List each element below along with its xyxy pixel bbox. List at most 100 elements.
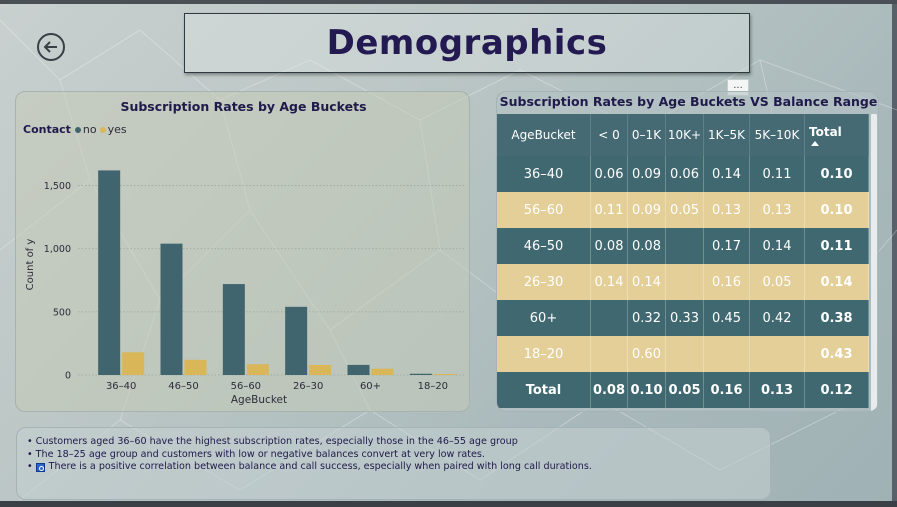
table-cell-value	[591, 336, 628, 372]
table-row[interactable]: 26–30 0.14 0.14 0.16 0.05 0.14	[497, 264, 869, 300]
table-header-1k-5k[interactable]: 1K–5K	[704, 114, 750, 156]
note-item: • The 18–25 age group and customers with …	[27, 448, 485, 460]
table-cell-agebucket: 60+	[497, 300, 591, 336]
bar-yes[interactable]	[309, 364, 332, 375]
table-cell-value: 0.09	[628, 192, 666, 228]
table-cell-value: 0.11	[750, 156, 805, 192]
table-cell-value: 0.14	[805, 264, 869, 300]
table-scrollbar-thumb[interactable]	[871, 114, 877, 411]
bar-yes[interactable]	[246, 364, 269, 375]
table-cell-agebucket: 18–20	[497, 336, 591, 372]
table-total-value: 0.10	[628, 372, 666, 408]
table-total-row[interactable]: Total 0.08 0.10 0.05 0.16 0.13 0.12	[497, 372, 869, 408]
info-icon	[35, 462, 45, 472]
balance-table-card: Subscription Rates by Age Buckets VS Bal…	[496, 91, 879, 412]
table-cell-agebucket: 56–60	[497, 192, 591, 228]
table-row[interactable]: 56–60 0.11 0.09 0.05 0.13 0.13 0.10	[497, 192, 869, 228]
table-header-total-label: Total	[809, 124, 842, 139]
table-cell-value: 0.43	[805, 336, 869, 372]
table-cell-value: 0.14	[628, 264, 666, 300]
table-cell-value	[666, 336, 704, 372]
table-cell-value: 0.13	[704, 192, 750, 228]
table-cell-value	[666, 228, 704, 264]
table-cell-agebucket: 46–50	[497, 228, 591, 264]
y-axis-label: Count of y	[25, 239, 36, 291]
table-cell-value: 0.14	[704, 156, 750, 192]
note-item: • There is a positive correlation between…	[27, 461, 592, 472]
table-total-value: 0.08	[591, 372, 628, 408]
table-cell-value: 0.11	[591, 192, 628, 228]
legend-title: Contact	[23, 123, 71, 136]
note-item: • Customers aged 36–60 have the highest s…	[27, 436, 518, 447]
table-cell-value: 0.14	[750, 228, 805, 264]
table-header-0-1k[interactable]: 0–1K	[628, 114, 666, 156]
x-tick-label: 60+	[360, 381, 381, 392]
bar-yes[interactable]	[371, 368, 394, 375]
insights-notes-card: • Customers aged 36–60 have the highest s…	[16, 427, 771, 500]
table-cell-value: 0.42	[750, 300, 805, 336]
table-cell-value	[591, 300, 628, 336]
x-axis-label: AgeBucket	[231, 394, 287, 406]
table-cell-value: 0.08	[591, 228, 628, 264]
table-row[interactable]: 60+ 0.32 0.33 0.45 0.42 0.38	[497, 300, 869, 336]
legend-item-no[interactable]: no	[74, 123, 97, 136]
bar-no[interactable]	[98, 170, 121, 375]
table-cell-value: 0.06	[591, 156, 628, 192]
table-cell-value: 0.05	[666, 192, 704, 228]
table-header-10k-plus[interactable]: 10K+	[666, 114, 704, 156]
back-button[interactable]	[37, 33, 65, 61]
bar-no[interactable]	[160, 243, 183, 375]
bar-chart-card: Subscription Rates by Age Buckets Contac…	[15, 91, 470, 412]
bar-no[interactable]	[409, 373, 432, 375]
y-tick-label: 1,500	[44, 181, 71, 192]
bar-no[interactable]	[222, 284, 245, 375]
table-cell-value	[666, 264, 704, 300]
bar-no[interactable]	[347, 364, 370, 375]
bar-yes[interactable]	[122, 352, 145, 375]
table-cell-value: 0.33	[666, 300, 704, 336]
table-cell-value: 0.38	[805, 300, 869, 336]
balance-table: AgeBucket < 0 0–1K 10K+ 1K–5K 5K–10K Tot…	[497, 114, 869, 408]
table-row[interactable]: 36–40 0.06 0.09 0.06 0.14 0.11 0.10	[497, 156, 869, 192]
top-frame-bar	[0, 0, 897, 4]
table-total-value: 0.05	[666, 372, 704, 408]
y-tick-label: 500	[53, 307, 71, 318]
table-cell-value: 0.17	[704, 228, 750, 264]
x-tick-label: 36–40	[106, 381, 136, 392]
page-title-box: Demographics	[184, 13, 750, 73]
table-row[interactable]: 46–50 0.08 0.08 0.17 0.14 0.11	[497, 228, 869, 264]
legend-label-yes: yes	[107, 123, 127, 136]
table-title: Subscription Rates by Age Buckets VS Bal…	[499, 94, 878, 109]
bar-yes[interactable]	[433, 373, 456, 375]
legend-dot-no	[74, 126, 81, 133]
chart-legend: Contact no yes	[23, 123, 130, 136]
table-cell-value: 0.14	[591, 264, 628, 300]
table-cell-value	[750, 336, 805, 372]
x-tick-label: 46–50	[168, 381, 198, 392]
table-header-lt0[interactable]: < 0	[591, 114, 628, 156]
table-cell-value: 0.13	[750, 192, 805, 228]
table-total-label: Total	[497, 372, 591, 408]
x-tick-label: 26–30	[293, 381, 323, 392]
x-tick-label: 56–60	[231, 381, 261, 392]
table-cell-agebucket: 26–30	[497, 264, 591, 300]
y-tick-label: 0	[65, 371, 71, 382]
bottom-frame-bar	[0, 501, 897, 507]
table-cell-value: 0.08	[628, 228, 666, 264]
table-total-value: 0.16	[704, 372, 750, 408]
table-row[interactable]: 18–20 0.60 0.43	[497, 336, 869, 372]
table-header-agebucket[interactable]: AgeBucket	[497, 114, 591, 156]
table-total-value: 0.13	[750, 372, 805, 408]
table-cell-value: 0.60	[628, 336, 666, 372]
bar-no[interactable]	[285, 306, 308, 375]
arrow-left-icon	[43, 41, 57, 53]
table-header-total[interactable]: Total	[805, 114, 869, 156]
table-header-5k-10k[interactable]: 5K–10K	[750, 114, 805, 156]
table-cell-value: 0.32	[628, 300, 666, 336]
legend-item-yes[interactable]: yes	[99, 123, 127, 136]
table-cell-value: 0.05	[750, 264, 805, 300]
table-cell-value: 0.10	[805, 156, 869, 192]
bar-yes[interactable]	[184, 359, 207, 375]
table-cell-value	[704, 336, 750, 372]
table-header-row: AgeBucket < 0 0–1K 10K+ 1K–5K 5K–10K Tot…	[497, 114, 869, 156]
